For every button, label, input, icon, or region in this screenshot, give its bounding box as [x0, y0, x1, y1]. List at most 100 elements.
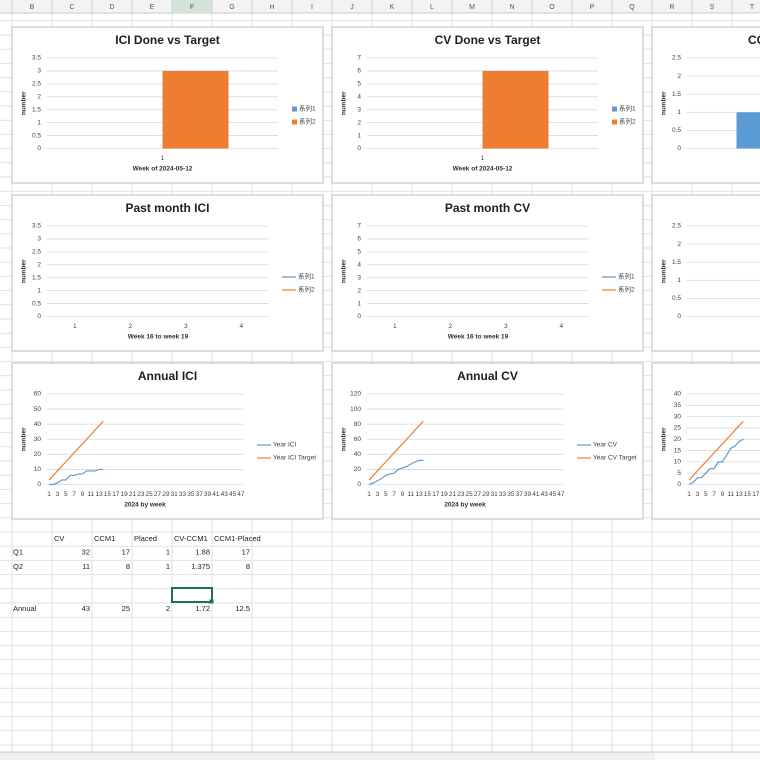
- y-tick-label: 4: [357, 94, 361, 101]
- x-tick-label: 11: [87, 491, 94, 498]
- y-tick-label: 40: [354, 451, 362, 458]
- line-series: [48, 420, 104, 481]
- y-tick-label: 1.5: [672, 259, 681, 266]
- x-tick-label: 33: [179, 491, 187, 498]
- x-axis-label: Week 16 to week 19: [128, 334, 189, 341]
- legend-label: Year CV: [593, 442, 618, 449]
- x-tick-label: 37: [516, 491, 524, 498]
- line-series: [368, 420, 424, 481]
- x-tick-label: 1: [161, 155, 165, 162]
- x-tick-label: 11: [727, 491, 734, 498]
- x-tick-label: 13: [96, 491, 104, 498]
- y-tick-label: 30: [674, 413, 682, 420]
- table-header: CV: [54, 534, 64, 543]
- x-tick-label: 35: [187, 491, 195, 498]
- chart: Annual ICI 0 10 20 30 40 50 60 number 2024 by wee…: [11, 362, 324, 520]
- table-cell: 2: [166, 604, 170, 613]
- chart-frame: [651, 194, 760, 352]
- y-tick-label: 40: [674, 391, 682, 398]
- y-axis-label: number: [21, 259, 28, 283]
- y-tick-label: 0: [677, 481, 681, 488]
- x-tick-label: 9: [721, 491, 725, 498]
- table-cell: 12.5: [235, 604, 250, 613]
- table-cell: 1: [166, 562, 170, 571]
- table-cell: 1.88: [195, 547, 210, 556]
- chart: Annual CV 0 20 40 60 80 100 120 number 2024 by we…: [331, 362, 644, 520]
- y-tick-label: 2.5: [32, 249, 41, 256]
- table-cell: 32: [82, 547, 90, 556]
- y-tick-label: 5: [677, 470, 681, 477]
- x-tick-label: 3: [56, 491, 60, 498]
- y-tick-label: 20: [354, 466, 362, 473]
- selected-cell[interactable]: [171, 587, 213, 603]
- chart-title: CC: [748, 33, 760, 47]
- table-cell: 11: [82, 562, 90, 571]
- chart-title: Past month CV: [445, 201, 530, 215]
- column-letter: L: [430, 4, 434, 11]
- y-tick-label: 0: [357, 145, 361, 152]
- x-tick-label: 39: [524, 491, 532, 498]
- bar: [736, 112, 760, 149]
- line-series: [688, 438, 744, 486]
- y-tick-label: 35: [674, 402, 682, 409]
- legend-swatch: [612, 119, 617, 125]
- row-label: Annual: [13, 604, 37, 613]
- column-letter: O: [549, 4, 555, 11]
- legend-swatch: [612, 106, 617, 112]
- column-letter: D: [109, 4, 114, 11]
- y-tick-label: 0.5: [672, 295, 681, 302]
- y-tick-label: 1.5: [672, 91, 681, 98]
- y-axis-label: number: [21, 427, 28, 451]
- column-letter: T: [750, 4, 755, 11]
- y-tick-label: 2.5: [672, 55, 681, 62]
- x-tick-label: 29: [482, 491, 490, 498]
- y-tick-label: 1: [357, 132, 361, 139]
- x-tick-label: 3: [184, 323, 188, 330]
- y-tick-label: 3.5: [32, 55, 41, 62]
- y-tick-label: 2: [37, 262, 41, 269]
- y-tick-label: 10: [34, 466, 42, 473]
- table-header: CV-CCM1: [174, 534, 208, 543]
- y-tick-label: 2: [677, 241, 681, 248]
- x-tick-label: 45: [229, 491, 237, 498]
- y-axis-label: number: [661, 427, 668, 451]
- legend-label: 系列1: [619, 104, 636, 113]
- chart: Past month ICI 0 0.5 1 1.5 2 2.5 3 3.5 number Week…: [11, 194, 324, 352]
- line-series: [688, 420, 744, 481]
- table-header: CCM1: [94, 534, 115, 543]
- chart: Past month CV 0 1 2 3 4 5 6 7 number Week 16 to we…: [331, 194, 644, 352]
- y-axis-label: number: [661, 259, 668, 283]
- table-cell: 8: [246, 562, 250, 571]
- x-tick-label: 13: [736, 491, 744, 498]
- y-tick-label: 0.5: [32, 132, 41, 139]
- legend-label: 系列1: [298, 272, 315, 281]
- x-axis-label: Week of 2024-05-12: [453, 166, 513, 173]
- y-tick-label: 1: [677, 277, 681, 284]
- y-axis-label: number: [341, 91, 348, 115]
- x-tick-label: 29: [162, 491, 170, 498]
- x-tick-label: 3: [376, 491, 380, 498]
- y-tick-label: 2: [37, 94, 41, 101]
- x-tick-label: 1: [393, 323, 397, 330]
- legend-label: 系列2: [299, 117, 316, 126]
- y-tick-label: 1: [357, 300, 361, 307]
- x-tick-label: 15: [744, 491, 752, 498]
- y-tick-label: 0: [357, 481, 361, 488]
- y-tick-label: 2: [677, 73, 681, 80]
- sheet-tab-bar: [0, 752, 760, 760]
- x-tick-label: 25: [146, 491, 154, 498]
- table-cell: 17: [122, 547, 130, 556]
- y-tick-label: 1: [677, 109, 681, 116]
- legend-swatch: [292, 119, 297, 125]
- y-axis-label: number: [21, 91, 28, 115]
- y-tick-label: 0.5: [32, 300, 41, 307]
- chart-frame: [651, 26, 760, 184]
- table-header: Placed: [134, 534, 157, 543]
- y-axis-label: number: [341, 259, 348, 283]
- x-tick-label: 35: [507, 491, 515, 498]
- chart: CV Done vs Target 0 1 2 3 4 5 6 7 number Week of 2…: [331, 26, 644, 184]
- x-tick-label: 9: [81, 491, 85, 498]
- y-tick-label: 0: [357, 313, 361, 320]
- y-tick-label: 7: [357, 223, 361, 230]
- x-tick-label: 1: [687, 491, 691, 498]
